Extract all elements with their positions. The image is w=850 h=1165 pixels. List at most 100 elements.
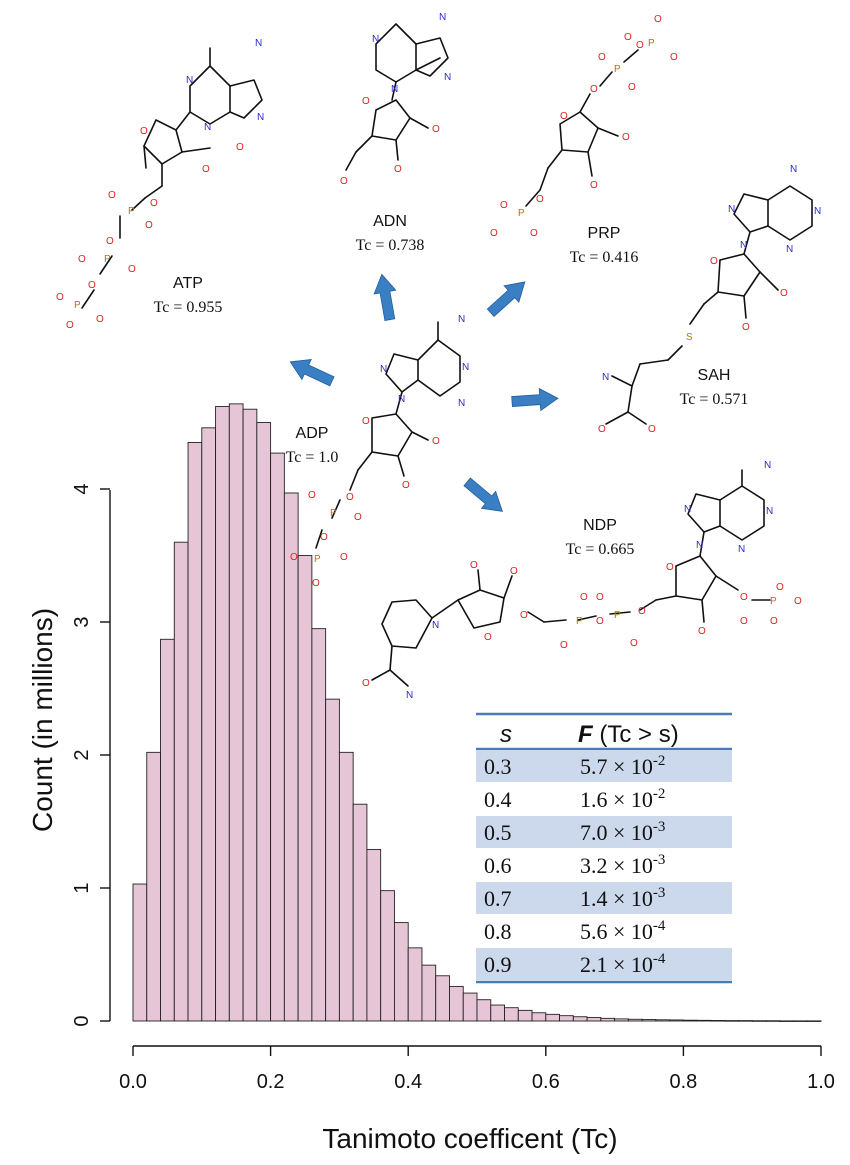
atom-label: N (458, 398, 465, 409)
arrow-to-adn (373, 273, 397, 321)
atom-label: N (398, 394, 405, 405)
atom-label: N (406, 690, 413, 701)
histogram-bar (559, 1015, 574, 1022)
atom-label: O (432, 436, 440, 447)
atom-label: O (794, 596, 802, 607)
histogram-bar (476, 999, 492, 1022)
atom-label: O (560, 640, 568, 651)
histogram-bar (531, 1012, 547, 1022)
y-tick-label: 4 (71, 483, 93, 494)
molecule-adp: N N N N N O O O O P O O O P O O O ADP Tc… (286, 314, 470, 589)
histogram-bar (283, 492, 299, 1022)
atom-label: O (290, 552, 298, 563)
table-cell-f: 1.4 × 10-3 (580, 885, 665, 911)
atom-label: N (766, 506, 773, 517)
histogram-bar (421, 964, 437, 1022)
similarity-arrows (289, 273, 559, 512)
molecule-tc-prp: Tc = 0.416 (570, 249, 639, 266)
histogram-bar (325, 698, 340, 1022)
atom-label: P (614, 610, 621, 621)
molecule-sah: N N N N N O O O S N O O SAH Tc = 0.571 (598, 164, 821, 435)
atom-label: N (728, 204, 735, 215)
atom-label: O (670, 52, 678, 63)
atom-label: O (666, 562, 674, 573)
atom-label: N (786, 244, 793, 255)
atom-label: O (776, 582, 784, 593)
atom-label: P (128, 206, 135, 217)
molecule-prp: O O P O O O P O O O O O O P O O O PRP Tc… (490, 14, 678, 266)
atom-label: O (340, 176, 348, 187)
table-header-f: F (Tc > s) (578, 721, 679, 748)
atom-label: S (686, 332, 693, 343)
atom-label: O (150, 198, 158, 209)
atom-label: O (432, 124, 440, 135)
atom-label: P (314, 554, 321, 565)
atom-label: O (780, 288, 788, 299)
arrow-to-atp (289, 359, 335, 387)
atom-label: O (742, 322, 750, 333)
histogram-bar (160, 638, 175, 1022)
histogram-bar (297, 555, 313, 1022)
y-axis-label: Count (in millions) (27, 608, 58, 832)
atom-label: O (362, 678, 370, 689)
atom-label: O (500, 200, 508, 211)
atom-label: O (66, 320, 74, 331)
table-cell-s: 0.6 (484, 853, 512, 878)
histogram-bar (641, 1019, 657, 1022)
atom-label: N (204, 122, 211, 133)
atom-label: N (439, 12, 446, 23)
atom-label: O (128, 264, 136, 275)
y-axis: 0 1 2 3 4 Count (in millions) (27, 483, 111, 1027)
x-tick-label: 0.8 (669, 1071, 697, 1093)
atom-label: O (598, 424, 606, 435)
atom-label: O (598, 52, 606, 63)
table-cell-s: 0.8 (484, 919, 512, 944)
histogram-bar (338, 751, 354, 1022)
x-tick-label: 0.0 (119, 1071, 147, 1093)
table-cell-f: 5.7 × 10-2 (580, 753, 665, 779)
histogram-bar (173, 541, 189, 1022)
atom-label: O (236, 142, 244, 153)
atom-label: O (770, 616, 778, 627)
molecule-ndp: N N N N N O O P O O O O O O P O O O P O … (362, 460, 802, 701)
y-tick-label: 3 (71, 616, 93, 627)
y-tick-label: 1 (71, 882, 93, 893)
histogram-bar (380, 890, 395, 1022)
atom-label: O (362, 416, 370, 427)
x-tick-label: 0.4 (394, 1071, 422, 1093)
arrow-to-prp (486, 281, 526, 318)
molecule-atp: N N N N O O O O P O O O P O O O P O O O … (56, 38, 264, 331)
histogram-bars (132, 403, 822, 1022)
table-row-shade (476, 948, 732, 980)
atom-label: O (96, 314, 104, 325)
histogram-bar (600, 1017, 616, 1022)
molecule-tc-ndp: Tc = 0.665 (566, 541, 635, 558)
table-cell-f: 3.2 × 10-3 (580, 852, 665, 878)
atom-label: N (444, 72, 451, 83)
atom-label: N (458, 314, 465, 325)
histogram-bar (669, 1019, 684, 1022)
atom-label: O (484, 632, 492, 643)
table-cell-s: 0.4 (484, 787, 512, 812)
atom-label: P (614, 64, 621, 75)
molecule-name-atp: ATP (173, 275, 203, 292)
histogram-bar (393, 922, 409, 1022)
histogram-bar (545, 1013, 561, 1022)
atom-label: N (372, 34, 379, 45)
atom-label: P (518, 208, 525, 219)
x-axis: 0.0 0.2 0.4 0.6 0.8 1.0 Tanimoto coefficent (… (119, 1045, 835, 1154)
atom-label: O (636, 40, 644, 51)
arrow-to-ndp (463, 477, 503, 512)
histogram-bar (449, 985, 464, 1022)
histogram-bar (696, 1019, 712, 1022)
histogram-bar (311, 628, 327, 1022)
y-tick-label: 2 (71, 749, 93, 760)
histogram-bar (201, 427, 217, 1022)
arrow-to-sah (511, 387, 559, 412)
molecule-name-prp: PRP (588, 225, 621, 242)
atom-label: O (596, 616, 604, 627)
atom-label: O (536, 194, 544, 205)
molecule-tc-adp: Tc = 1.0 (286, 449, 339, 466)
atom-label: N (432, 620, 439, 631)
